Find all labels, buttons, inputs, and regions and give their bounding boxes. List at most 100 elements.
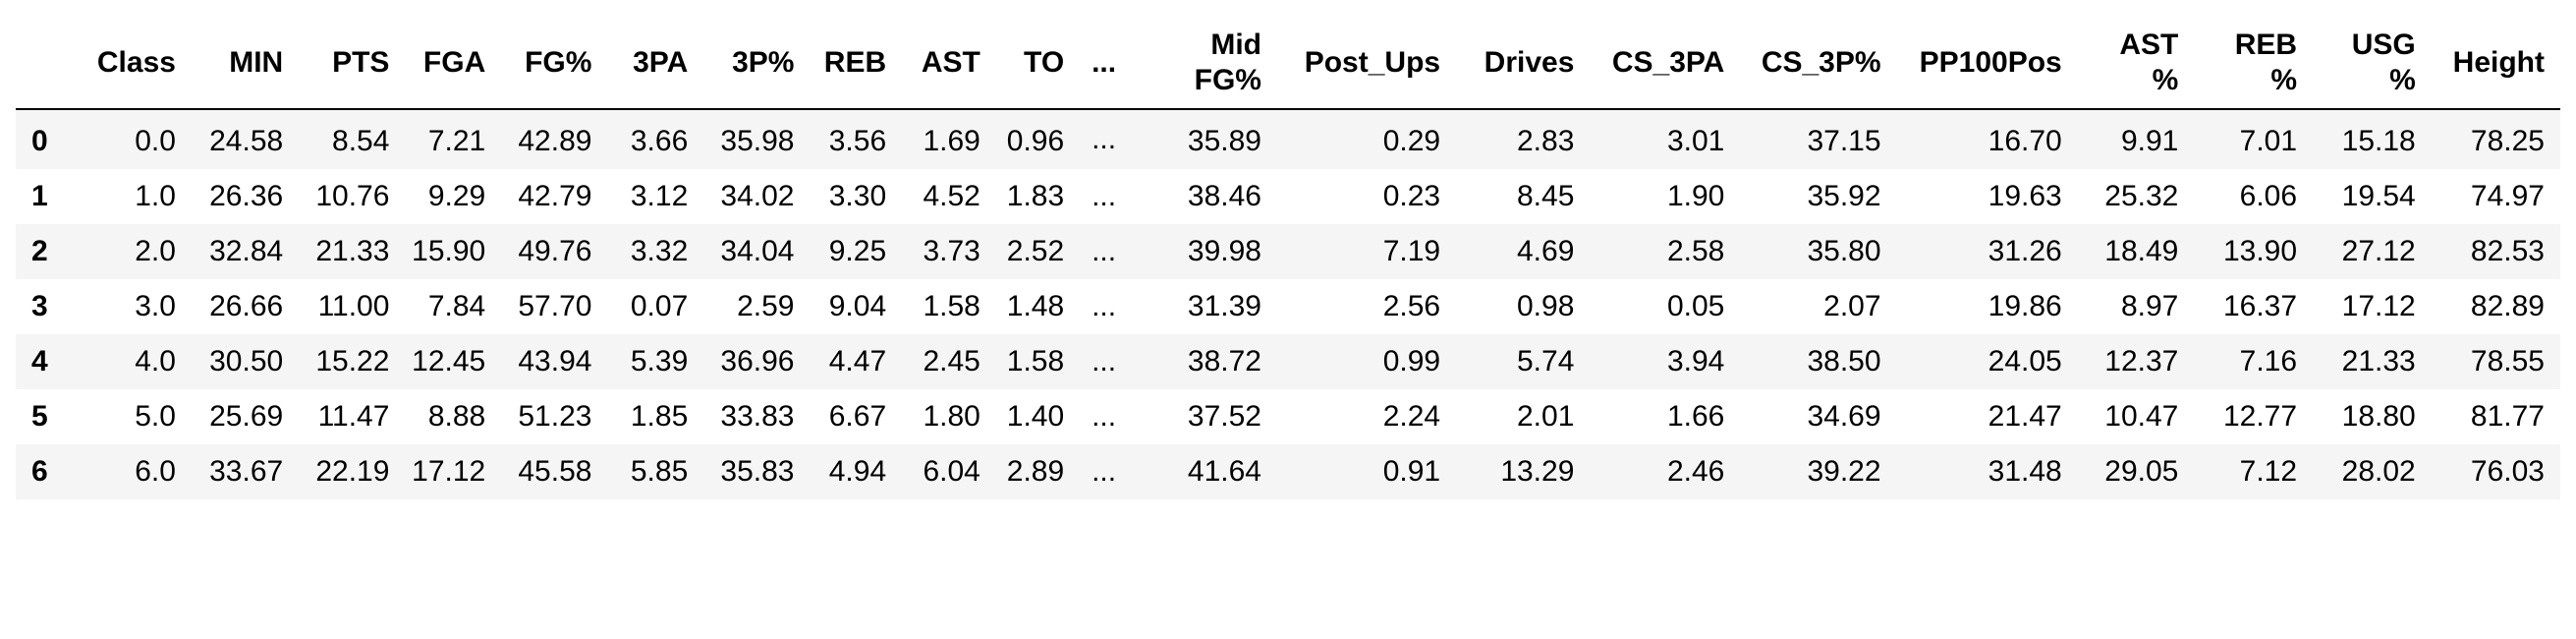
cell-height: 82.89 <box>2470 290 2545 322</box>
cell-reb: 9.25 <box>828 235 887 267</box>
cell-pts: 22.19 <box>315 455 390 488</box>
cell-fga: 7.21 <box>427 125 486 157</box>
table-header: Class MIN PTS FGA FG% 3PA 3P% REB AST TO... Mid FG%… <box>16 18 2560 110</box>
cell-ast-pct: 18.49 <box>2104 235 2179 267</box>
cell-height: 78.25 <box>2470 125 2545 157</box>
table-row: 3 3.0 26.66 11.00 7.84 57.70 0.07 2.59 9.04 1.58 1… <box>16 279 2560 334</box>
cell-3pa: 5.39 <box>630 345 689 378</box>
cell-3pa: 3.66 <box>630 125 689 157</box>
cell-ast: 4.52 <box>923 180 980 212</box>
cell-post-ups: 2.56 <box>1382 290 1441 322</box>
column-header-label: Class <box>97 45 176 81</box>
cell-cs-3ppct: 39.22 <box>1807 455 1881 488</box>
column-header-ellipsis: ... <box>1080 18 1129 110</box>
cell-cs-3pa: 3.94 <box>1666 345 1725 378</box>
cell-post-ups: 0.23 <box>1382 180 1441 212</box>
cell-cs-3pa: 1.90 <box>1666 180 1725 212</box>
column-header-text: USG <box>2351 29 2416 61</box>
table-row: 2 2.0 32.84 21.33 15.90 49.76 3.32 34.04 9.25 3.7… <box>16 224 2560 279</box>
cell-pp100pos: 24.05 <box>1988 345 2062 378</box>
cell-mid-fgpct: 37.52 <box>1187 400 1261 433</box>
cell-min: 24.58 <box>209 125 284 157</box>
cell-cs-3ppct: 2.07 <box>1823 290 1881 322</box>
cell-pp100pos: 31.48 <box>1988 455 2062 488</box>
cell-ast: 3.73 <box>923 235 980 267</box>
column-header-text: Class <box>96 46 176 79</box>
table-row: 4 4.0 30.50 15.22 12.45 43.94 5.39 36.96 4.47 2.4… <box>16 334 2560 389</box>
cell-ast-pct: 8.97 <box>2120 290 2179 322</box>
cell-pts: 8.54 <box>332 125 390 157</box>
cell-3ppct: 34.02 <box>720 180 795 212</box>
cell-fga: 9.29 <box>427 180 486 212</box>
cell-3ppct: 2.59 <box>737 290 795 322</box>
cell-drives: 4.69 <box>1517 235 1575 267</box>
row-index: 6 <box>31 455 48 488</box>
column-header-reb: REB <box>810 18 903 110</box>
table-body: 0 0.0 24.58 8.54 7.21 42.89 3.66 35.98 3.56 1.69 0… <box>16 109 2560 499</box>
column-header-text: Height <box>2452 46 2545 79</box>
column-header-post-ups: Post_Ups <box>1276 18 1457 110</box>
cell-height: 82.53 <box>2470 235 2545 267</box>
column-header-text: AST <box>2119 29 2179 61</box>
cell-pp100pos: 19.63 <box>1988 180 2062 212</box>
table-row: 5 5.0 25.69 11.47 8.88 51.23 1.85 33.83 6.67 1.80… <box>16 389 2560 444</box>
column-header-mid-fgpct: Mid FG% <box>1128 18 1277 110</box>
column-header-label: AST <box>922 45 980 81</box>
column-header-text: % <box>2389 64 2416 96</box>
column-header-label: CS_3PA <box>1612 45 1725 81</box>
column-header-text: TO <box>1024 46 1065 79</box>
cell-class: 2.0 <box>135 235 176 267</box>
cell-ast: 6.04 <box>923 455 980 488</box>
column-header-min: MIN <box>191 18 300 110</box>
cell-drives: 13.29 <box>1500 455 1575 488</box>
column-header-text: AST <box>921 46 980 79</box>
column-header-text: Mid <box>1210 29 1261 61</box>
cell-fgpct: 42.89 <box>518 125 592 157</box>
row-index: 4 <box>31 345 48 378</box>
cell-usg-pct: 17.12 <box>2341 290 2416 322</box>
cell-cs-3pa: 1.66 <box>1666 400 1725 433</box>
cell-ast: 1.69 <box>923 125 980 157</box>
cell-pp100pos: 16.70 <box>1988 125 2062 157</box>
table-row: 0 0.0 24.58 8.54 7.21 42.89 3.66 35.98 3.56 1.69 0… <box>16 109 2560 169</box>
cell-usg-pct: 27.12 <box>2341 235 2416 267</box>
cell-cs-3pa: 2.46 <box>1666 455 1725 488</box>
cell-reb: 4.94 <box>828 455 887 488</box>
cell-pts: 10.76 <box>315 180 390 212</box>
cell-ast-pct: 29.05 <box>2104 455 2179 488</box>
cell-ellipsis: ... <box>1092 290 1117 322</box>
column-header-text: Drives <box>1484 46 1575 79</box>
column-header-label: FG% <box>525 45 591 81</box>
column-header-text: MIN <box>229 46 284 79</box>
cell-height: 76.03 <box>2470 455 2545 488</box>
column-header-pts: PTS <box>299 18 406 110</box>
cell-ellipsis: ... <box>1092 180 1117 212</box>
cell-cs-3ppct: 35.80 <box>1807 235 1881 267</box>
cell-height: 78.55 <box>2470 345 2545 378</box>
cell-to: 2.52 <box>1006 235 1065 267</box>
cell-to: 1.83 <box>1006 180 1065 212</box>
cell-cs-3ppct: 37.15 <box>1807 125 1881 157</box>
cell-mid-fgpct: 31.39 <box>1187 290 1261 322</box>
column-header-label: Post_Ups <box>1305 45 1440 81</box>
column-header-fga: FGA <box>405 18 502 110</box>
cell-reb: 4.47 <box>828 345 887 378</box>
cell-pts: 11.47 <box>317 400 390 433</box>
column-header-label: CS_3P% <box>1762 45 1881 81</box>
cell-fgpct: 42.79 <box>518 180 592 212</box>
cell-usg-pct: 21.33 <box>2341 345 2416 378</box>
cell-3pa: 0.07 <box>630 290 689 322</box>
cell-drives: 8.45 <box>1517 180 1575 212</box>
cell-post-ups: 7.19 <box>1382 235 1441 267</box>
column-header-label: REB <box>824 45 886 81</box>
cell-class: 6.0 <box>135 455 176 488</box>
cell-pp100pos: 31.26 <box>1988 235 2062 267</box>
cell-fga: 7.84 <box>427 290 486 322</box>
cell-reb-pct: 6.06 <box>2239 180 2298 212</box>
cell-3pa: 5.85 <box>630 455 689 488</box>
cell-reb: 3.56 <box>828 125 887 157</box>
cell-fgpct: 49.76 <box>518 235 592 267</box>
cell-min: 26.66 <box>209 290 284 322</box>
cell-ast: 1.80 <box>923 400 980 433</box>
